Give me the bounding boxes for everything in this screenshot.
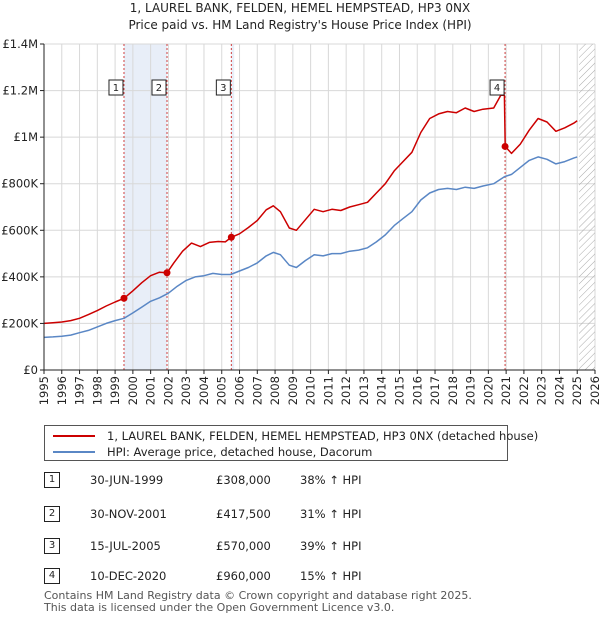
x-tick-label: 2000	[126, 376, 140, 405]
x-tick-label: 2012	[339, 376, 353, 405]
sale-label-box	[108, 79, 124, 96]
sale-date: 30-NOV-2001	[90, 507, 167, 521]
chart-title: 1, LAUREL BANK, FELDEN, HEMEL HEMPSTEAD,…	[130, 1, 471, 15]
legend-swatch-property	[53, 435, 95, 437]
sale-point	[227, 233, 235, 241]
x-tick-label: 2013	[357, 376, 371, 405]
x-tick-label: 2017	[428, 376, 442, 405]
future-hatch	[579, 44, 595, 370]
sale-price: £570,000	[216, 539, 271, 553]
x-tick-label: 2014	[375, 376, 389, 405]
footer-line-copyright: Contains HM Land Registry data © Crown c…	[44, 589, 472, 602]
legend: 1, LAUREL BANK, FELDEN, HEMEL HEMPSTEAD,…	[44, 425, 538, 461]
sale-label-number: 3	[220, 83, 226, 94]
sale-price: £308,000	[216, 473, 271, 487]
future-hatch-area	[579, 44, 595, 370]
x-tick-label: 2016	[410, 376, 424, 405]
x-tick-label: 2018	[446, 376, 460, 405]
x-tick-label: 1998	[90, 376, 104, 405]
sale-hpi-change: 38% ↑ HPI	[300, 473, 362, 487]
x-tick-label: 2001	[144, 376, 158, 405]
x-tick-label: 2005	[215, 376, 229, 405]
shaded-period	[231, 44, 235, 370]
sale-label-box	[151, 79, 167, 96]
x-tick-label: 1997	[73, 376, 87, 405]
x-tick-label: 2015	[392, 376, 406, 405]
sale-points	[120, 142, 509, 302]
sale-hpi-change: 15% ↑ HPI	[300, 569, 362, 583]
sale-label-box	[215, 79, 231, 96]
sale-row: 1 30-JUN-1999 £308,000 38% ↑ HPI	[44, 472, 464, 490]
x-tick-label: 2022	[517, 376, 531, 405]
footer-attribution: Contains HM Land Registry data © Crown c…	[44, 590, 472, 614]
y-tick-label: £0	[23, 363, 38, 377]
sale-point	[501, 142, 509, 150]
x-tick-label: 2007	[250, 376, 264, 405]
series-line-hpi	[44, 156, 578, 339]
sale-number-badge: 4	[44, 568, 60, 584]
x-tick-label: 2006	[233, 376, 247, 405]
x-tick-label: 2004	[197, 376, 211, 405]
y-tick-label: £1.4M	[2, 37, 38, 51]
sale-label-number: 1	[113, 83, 119, 94]
sale-label-box	[489, 79, 505, 96]
sale-date: 15-JUL-2005	[90, 539, 161, 553]
shaded-period	[123, 44, 167, 370]
sale-date: 10-DEC-2020	[90, 569, 167, 583]
axes: £0 £200K £400K £600K £800K £1M £1.2M £1.4M 1995 1…	[1, 37, 600, 405]
legend-label-hpi: HPI: Average price, detached house, Daco…	[107, 445, 373, 459]
x-tick-label: 2024	[552, 376, 566, 405]
sale-label-number: 2	[156, 83, 162, 94]
sale-marker-lines	[123, 44, 506, 370]
legend-item-hpi: HPI: Average price, detached house, Daco…	[53, 444, 372, 460]
price-chart: 1, LAUREL BANK, FELDEN, HEMEL HEMPSTEAD,…	[1, 1, 600, 405]
x-tick-label: 2023	[535, 376, 549, 405]
x-tick-label: 2008	[268, 376, 282, 405]
sale-price: £417,500	[216, 507, 271, 521]
x-tick-label: 2019	[464, 376, 478, 405]
sale-point	[163, 269, 171, 277]
x-tick-label: 2002	[161, 376, 175, 405]
x-tick-label: 2011	[321, 376, 335, 405]
y-tick-label: £800K	[1, 177, 38, 191]
sale-labels: 1 2 3 4	[108, 79, 505, 96]
sale-number-badge: 2	[44, 506, 60, 522]
x-tick-label: 2020	[481, 376, 495, 405]
y-tick-label: £1.2M	[2, 84, 38, 98]
sale-row: 3 15-JUL-2005 £570,000 39% ↑ HPI	[44, 538, 464, 556]
sale-date: 30-JUN-1999	[90, 473, 164, 487]
sale-number-badge: 3	[44, 538, 60, 554]
y-tick-label: £1M	[13, 130, 38, 144]
sale-row: 4 10-DEC-2020 £960,000 15% ↑ HPI	[44, 568, 464, 586]
sale-hpi-change: 31% ↑ HPI	[300, 507, 362, 521]
sale-price: £960,000	[216, 569, 271, 583]
sale-row: 2 30-NOV-2001 £417,500 31% ↑ HPI	[44, 506, 464, 524]
chart-subtitle: Price paid vs. HM Land Registry's House …	[128, 18, 471, 32]
x-tick-label: 2021	[499, 376, 513, 405]
sale-number-badge: 1	[44, 472, 60, 488]
x-tick-label: 2026	[588, 376, 600, 405]
shaded-periods	[123, 44, 235, 370]
sale-label-number: 4	[494, 83, 500, 94]
legend-item-property: 1, LAUREL BANK, FELDEN, HEMEL HEMPSTEAD,…	[53, 428, 538, 444]
x-tick-label: 1999	[108, 376, 122, 405]
x-tick-label: 2025	[570, 376, 584, 405]
x-tick-label: 1996	[55, 376, 69, 405]
y-tick-label: £400K	[1, 270, 38, 284]
footer-line-licence: This data is licensed under the Open Gov…	[44, 601, 395, 614]
x-tick-label: 2009	[286, 376, 300, 405]
legend-swatch-hpi	[53, 451, 95, 453]
y-tick-label: £200K	[1, 316, 38, 330]
sale-hpi-change: 39% ↑ HPI	[300, 539, 362, 553]
x-tick-label: 2003	[179, 376, 193, 405]
sale-point	[120, 294, 128, 302]
legend-label-property: 1, LAUREL BANK, FELDEN, HEMEL HEMPSTEAD,…	[107, 429, 539, 443]
x-tick-label: 2010	[304, 376, 318, 405]
y-tick-label: £600K	[1, 223, 38, 237]
x-tick-label: 1995	[37, 376, 51, 405]
